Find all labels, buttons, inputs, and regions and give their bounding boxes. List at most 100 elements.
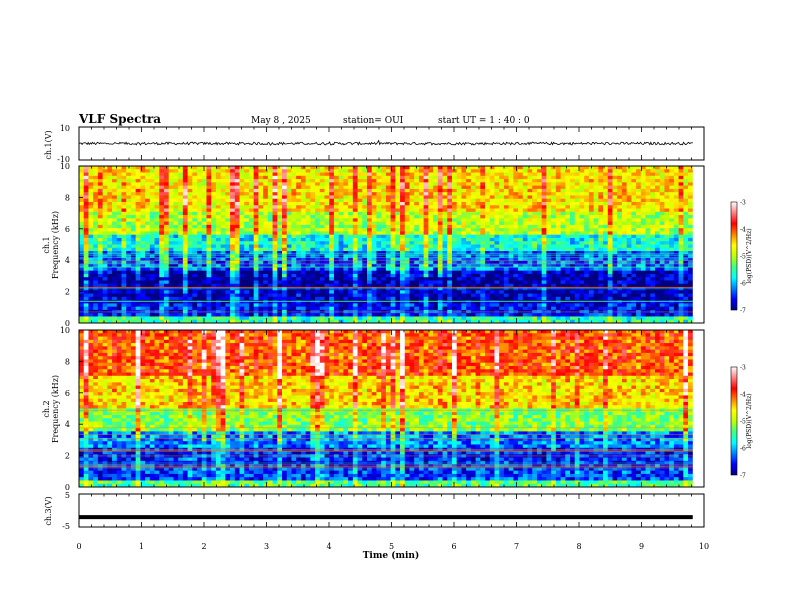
spectrogram-cell <box>683 280 689 285</box>
spectrogram-cell <box>485 234 491 239</box>
spectrogram-cell <box>470 224 476 229</box>
spectrogram-cell <box>593 264 599 268</box>
spectrogram-cell <box>112 237 118 242</box>
spectrogram-cell <box>621 179 628 183</box>
spectrogram-cell <box>258 273 264 278</box>
spectrogram-cell <box>475 179 481 183</box>
spectrogram-cell <box>536 208 543 213</box>
spectrogram-cell <box>433 208 439 213</box>
spectrogram-cell <box>631 234 637 239</box>
spectrogram-cell <box>248 264 255 268</box>
spectrogram-cell <box>574 208 580 213</box>
spectrogram-cell <box>409 192 415 196</box>
spectrogram-cell <box>433 218 439 222</box>
spectrogram-cell <box>211 237 217 242</box>
spectrogram-cell <box>607 195 613 200</box>
spectrogram-cell <box>121 179 127 183</box>
spectrogram-cell <box>329 198 335 203</box>
spectrogram-cell <box>348 172 354 177</box>
spectrogram-cell <box>187 195 193 200</box>
spectrogram-cell <box>83 166 89 170</box>
spectrogram-cell <box>79 260 85 265</box>
spectrogram-cell <box>409 251 415 255</box>
spectrogram-cell <box>414 273 420 278</box>
spectrogram-cell <box>536 205 543 209</box>
spectrogram-cell <box>121 251 127 255</box>
spectrogram-cell <box>206 244 212 249</box>
spectrogram-cell <box>362 270 368 275</box>
spectrogram-cell <box>343 277 349 281</box>
spectrogram-cell <box>532 195 538 200</box>
spectrogram-cell <box>126 277 132 281</box>
spectrogram-cell <box>305 277 311 281</box>
spectrogram-cell <box>588 228 594 232</box>
spectrogram-cell <box>442 270 448 275</box>
spectrogram-cell <box>588 237 594 242</box>
spectrogram-cell <box>461 179 467 183</box>
spectrogram-cell <box>508 267 514 272</box>
spectrogram-cell <box>546 166 552 170</box>
spectrogram-cell <box>277 244 283 249</box>
spectrogram-cell <box>272 283 278 288</box>
spectrogram-cell <box>603 218 609 222</box>
spectrogram-cell <box>598 201 604 206</box>
spectrogram-cell <box>272 182 278 187</box>
spectrogram-cell <box>555 247 561 252</box>
spectrogram-cell <box>211 231 217 236</box>
spectrogram-cell <box>631 264 637 268</box>
spectrogram-cell <box>461 283 467 288</box>
spectrogram-cell <box>79 280 85 285</box>
spectrogram-cell <box>338 260 344 265</box>
spectrogram-cell <box>296 185 302 190</box>
spectrogram-cell <box>220 205 226 209</box>
spectrogram-cell <box>650 273 656 278</box>
spectrogram-cell <box>135 208 141 213</box>
spectrogram-cell <box>640 198 646 203</box>
spectrogram-cell <box>362 237 368 242</box>
spectrogram-cell <box>381 228 387 232</box>
spectrogram-cell <box>206 247 212 252</box>
spectrogram-cell <box>570 273 576 278</box>
spectrogram-cell <box>338 195 344 200</box>
spectrogram-cell <box>126 201 132 206</box>
spectrogram-cell <box>130 270 137 275</box>
spectrogram-cell <box>315 221 321 226</box>
spectrogram-cell <box>409 166 415 170</box>
spectrogram-cell <box>329 192 335 196</box>
spectrogram-cell <box>348 175 354 180</box>
spectrogram-cell <box>522 237 528 242</box>
spectrogram-cell <box>579 195 585 200</box>
spectrogram-cell <box>673 241 679 245</box>
spectrogram-cell <box>178 211 184 216</box>
spectrogram-cell <box>267 195 273 200</box>
spectrogram-cell <box>282 169 288 173</box>
spectrogram-cell <box>688 201 694 206</box>
spectrogram-cell <box>126 175 132 180</box>
spectrogram-cell <box>234 241 240 245</box>
spectrogram-cell <box>352 175 358 180</box>
spectrogram-cell <box>456 257 462 262</box>
spectrogram-cell <box>371 241 377 245</box>
spectrogram-cell <box>126 280 132 285</box>
spectrogram-cell <box>593 254 599 258</box>
spectrogram-cell <box>267 169 273 173</box>
spectrogram-cell <box>225 192 231 196</box>
spectrogram-cell <box>485 169 491 173</box>
spectrogram-cell <box>385 175 391 180</box>
spectrogram-cell <box>654 215 661 219</box>
spectrogram-cell <box>688 234 694 239</box>
spectrogram-cell <box>527 241 533 245</box>
spectrogram-cell <box>499 247 505 252</box>
spectrogram-cell <box>272 290 278 294</box>
spectrogram-cell <box>673 208 679 213</box>
spectrogram-cell <box>640 221 646 226</box>
spectrogram-cell <box>546 195 552 200</box>
spectrogram-cell <box>607 280 613 285</box>
spectrogram-cell <box>348 254 354 258</box>
spectrogram-cell <box>470 205 476 209</box>
spectrogram-cell <box>603 273 609 278</box>
spectrogram-cell <box>225 201 231 206</box>
spectrogram-cell <box>97 290 103 294</box>
spectrogram-cell <box>145 283 151 288</box>
spectrogram-cell <box>593 198 599 203</box>
